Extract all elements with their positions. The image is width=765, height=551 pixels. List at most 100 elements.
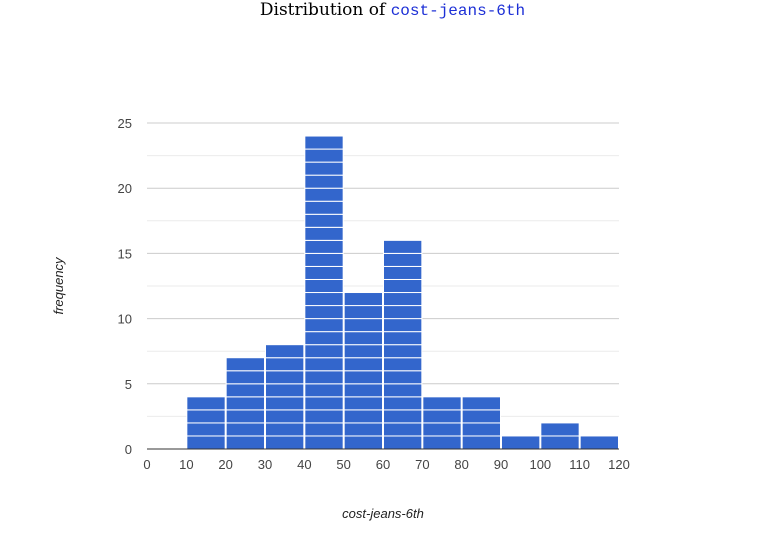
histogram-bar-unit (383, 344, 423, 359)
histogram-bar-unit (304, 396, 344, 411)
histogram-bar-unit (304, 435, 344, 450)
histogram-bar-unit (225, 383, 266, 398)
histogram-bar-unit (579, 435, 620, 450)
histogram-bar-unit (383, 331, 423, 346)
histogram-bar-unit (225, 396, 266, 411)
x-tick-label: 40 (297, 457, 311, 472)
histogram-bars (186, 135, 620, 450)
histogram-bar-unit (343, 435, 383, 450)
histogram-bar-unit (304, 357, 344, 372)
histogram-bar-unit (265, 396, 305, 411)
histogram-bar-unit (265, 435, 305, 450)
histogram-bar-unit (383, 409, 423, 424)
histogram-bar-unit (304, 174, 344, 189)
histogram-bar (461, 396, 501, 450)
chart-title-variable: cost-jeans-6th (390, 2, 526, 20)
x-axis-label: cost-jeans-6th (342, 506, 424, 521)
histogram-bar-unit (225, 370, 266, 385)
histogram-bar-unit (461, 396, 501, 411)
x-tick-label: 30 (258, 457, 272, 472)
histogram-bar (304, 135, 344, 450)
histogram-bar (501, 435, 541, 450)
histogram-bar-unit (540, 435, 580, 450)
histogram-bar-unit (343, 396, 383, 411)
x-tick-label: 120 (608, 457, 630, 472)
chart-title: Distribution of cost-jeans-6th (0, 0, 765, 20)
histogram-bar-unit (304, 239, 344, 254)
histogram-bar-unit (383, 292, 423, 307)
histogram-bar-unit (265, 357, 305, 372)
histogram-bar-unit (304, 318, 344, 333)
histogram-bar-unit (422, 396, 462, 411)
y-tick-label: 15 (118, 246, 132, 261)
histogram-bar (343, 292, 383, 450)
histogram-bar-unit (422, 435, 462, 450)
y-axis-label: frequency (51, 256, 66, 315)
histogram-bar-unit (540, 422, 580, 437)
histogram-bar-unit (383, 383, 423, 398)
histogram-bar-unit (304, 187, 344, 202)
histogram-bar-unit (461, 422, 501, 437)
histogram-bar (579, 435, 620, 450)
y-tick-label: 0 (125, 442, 132, 457)
y-tick-label: 25 (118, 116, 132, 131)
histogram-bar-unit (265, 409, 305, 424)
histogram-bar-unit (265, 370, 305, 385)
histogram-bar-unit (304, 265, 344, 280)
x-tick-label: 20 (218, 457, 232, 472)
histogram-bar-unit (225, 409, 266, 424)
histogram-bar-unit (343, 305, 383, 320)
histogram-bar-unit (304, 383, 344, 398)
histogram-bar-unit (304, 148, 344, 163)
histogram-bar-unit (383, 396, 423, 411)
y-tick-label: 10 (118, 312, 132, 327)
histogram-bar-unit (501, 435, 541, 450)
x-tick-label: 60 (376, 457, 390, 472)
histogram-bar-unit (186, 409, 226, 424)
histogram-bar-unit (186, 422, 226, 437)
x-tick-label: 50 (336, 457, 350, 472)
histogram-bar (422, 396, 462, 450)
histogram-bar-unit (422, 422, 462, 437)
histogram-bar-unit (304, 292, 344, 307)
x-tick-label: 70 (415, 457, 429, 472)
histogram-bar-unit (304, 331, 344, 346)
histogram-bar-unit (383, 278, 423, 294)
histogram-bar-unit (343, 409, 383, 424)
histogram-bar-unit (304, 278, 344, 294)
chart-title-prefix: Distribution of (259, 0, 391, 20)
x-tick-label: 110 (569, 457, 590, 472)
histogram-bar (265, 344, 305, 450)
histogram-bar-unit (186, 396, 226, 411)
histogram-bar-unit (304, 161, 344, 176)
y-tick-label: 5 (125, 377, 132, 392)
histogram-bar-unit (343, 344, 383, 359)
histogram-bar-unit (186, 435, 226, 450)
histogram-bar (383, 239, 423, 450)
histogram-bar-unit (343, 422, 383, 437)
histogram-bar-unit (304, 422, 344, 437)
histogram-bar-unit (422, 409, 462, 424)
histogram-bar-unit (265, 344, 305, 359)
histogram-bar-unit (383, 239, 423, 254)
histogram-bar-unit (304, 135, 344, 150)
histogram-bar-unit (225, 435, 266, 450)
x-tick-label: 90 (494, 457, 508, 472)
histogram-bar (225, 357, 266, 450)
histogram-bar-unit (304, 226, 344, 241)
histogram-bar-unit (461, 435, 501, 450)
histogram-bar-unit (383, 357, 423, 372)
histogram-bar-unit (304, 370, 344, 385)
histogram-bar-unit (343, 370, 383, 385)
histogram-bar-unit (225, 422, 266, 437)
histogram-bar-unit (343, 318, 383, 333)
x-tick-label: 80 (454, 457, 468, 472)
histogram-bar-unit (383, 370, 423, 385)
histogram-bar-unit (343, 292, 383, 307)
histogram-bar-unit (383, 252, 423, 267)
histogram-bar-unit (383, 318, 423, 333)
histogram-bar (186, 396, 226, 450)
histogram-bar-unit (304, 344, 344, 359)
